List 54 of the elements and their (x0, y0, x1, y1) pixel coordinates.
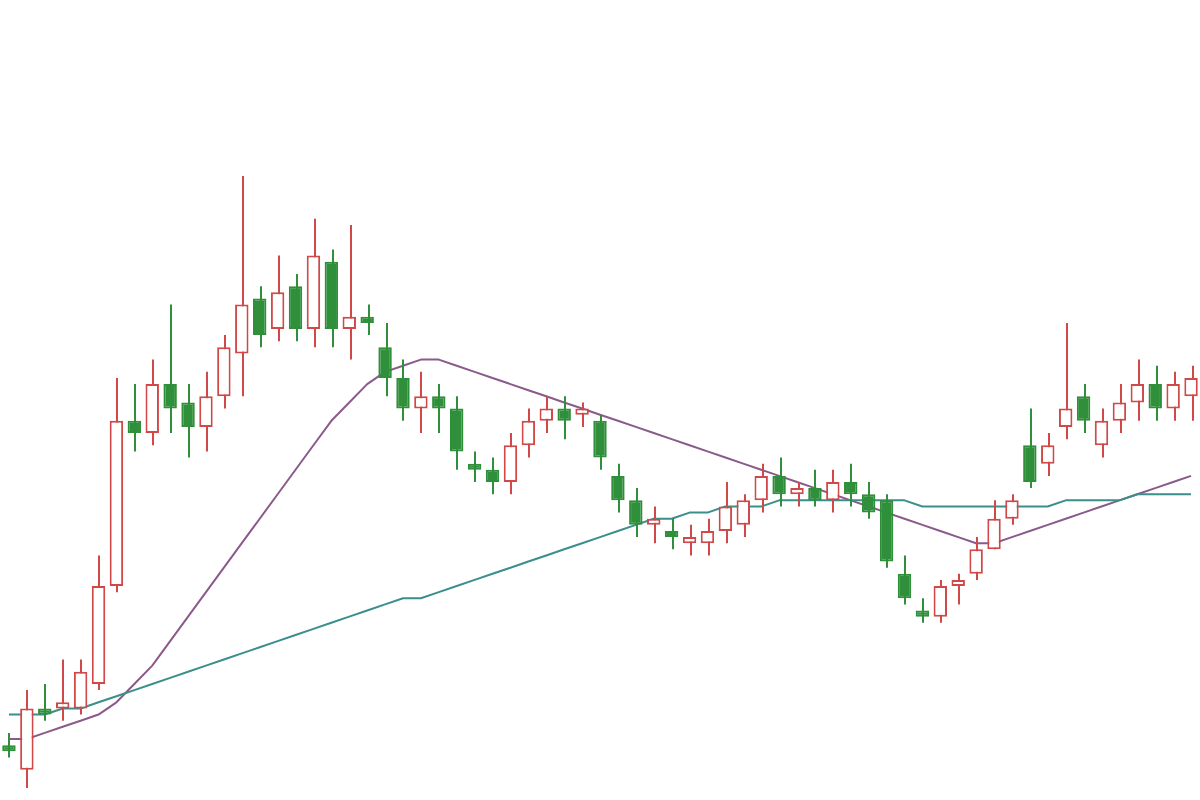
candlestick (503, 432, 518, 496)
candlestick (844, 462, 858, 508)
candlestick (754, 462, 768, 514)
candlestick (933, 578, 948, 624)
candlestick (1166, 370, 1180, 422)
candlestick (969, 536, 983, 581)
candlestick (1023, 407, 1037, 490)
candlestick (1076, 383, 1091, 435)
candlestick (682, 523, 697, 557)
candlestick (217, 334, 231, 410)
candlestick (539, 395, 553, 435)
candlestick (557, 395, 571, 441)
candlestick (485, 456, 500, 496)
candlestick (647, 505, 661, 545)
candlestick (1094, 407, 1109, 459)
candlestick (1148, 364, 1162, 422)
candlestick (611, 462, 625, 514)
candlestick (199, 370, 213, 453)
candlestick (2, 731, 16, 759)
candlestick (772, 456, 786, 508)
candlestick (252, 285, 267, 349)
candlestick (736, 493, 750, 539)
candlestick (127, 383, 142, 453)
candlestick (450, 395, 464, 471)
candlestick (575, 401, 589, 428)
candlestick (718, 481, 733, 545)
candlestick (414, 370, 428, 435)
candlestick (288, 272, 303, 343)
candlestick (55, 658, 70, 722)
candlestick (235, 175, 249, 398)
candlestick (897, 554, 912, 606)
candlestick (790, 481, 804, 508)
candlestick (181, 383, 195, 459)
candlestick (521, 407, 536, 459)
candlestick (73, 658, 88, 716)
candlestick (593, 413, 607, 471)
candlestick (629, 487, 643, 539)
candlestick (432, 383, 446, 435)
candlestick (360, 303, 374, 337)
candlestick (987, 499, 1001, 551)
candlestick (396, 358, 410, 422)
candlestick (951, 572, 965, 606)
candlestick (467, 450, 482, 483)
candlestick (342, 223, 356, 361)
candlestick (270, 254, 285, 343)
candlestick (145, 358, 159, 447)
candlestick (700, 517, 715, 557)
candlestick (664, 517, 679, 551)
candlestick (1058, 321, 1073, 441)
candlestick (808, 468, 822, 508)
candlestick (38, 682, 52, 722)
candlestick (915, 597, 930, 624)
candlestick (378, 321, 392, 398)
candlestick (163, 303, 177, 435)
